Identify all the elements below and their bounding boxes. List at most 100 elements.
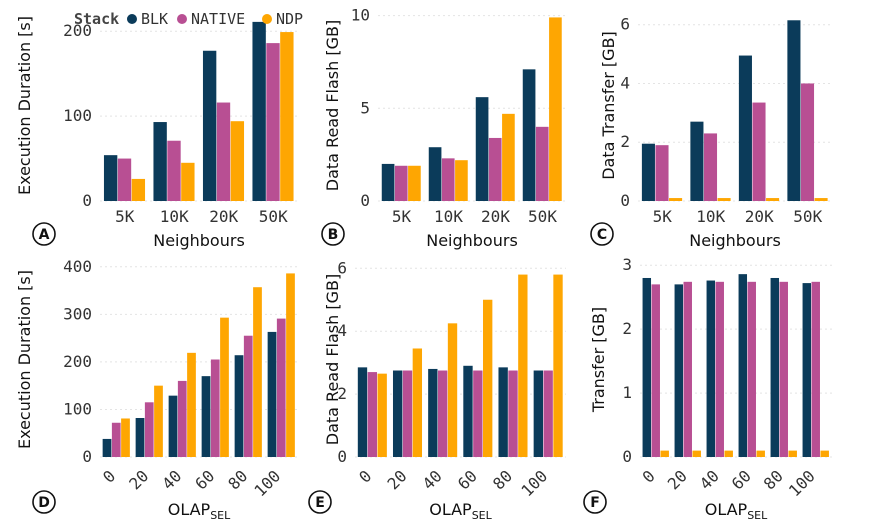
bar-ndp-100 [820,450,829,457]
panel-letter: D [38,495,50,511]
x-tick-label: 20K [745,207,774,226]
bar-blk-0 [357,367,368,457]
x-tick-label: 50K [259,207,288,226]
x-axis-label-subscript: SEL [472,509,493,522]
legend-label-native: NATIVE [191,10,245,28]
bar-blk-100 [533,370,543,457]
bar-ndp-40 [447,323,458,457]
bar-native-10k [167,140,181,201]
bar-blk-100 [267,331,277,457]
bar-native-5k [655,145,669,201]
bar-ndp-20 [412,348,423,457]
bar-native-10k [703,133,718,201]
bar-blk-80 [770,277,780,457]
bar-native-60 [210,359,220,457]
bar-native-100 [811,281,820,457]
bar-ndp-40 [187,352,196,457]
bar-blk-10k [690,121,704,201]
bar-blk-50k [787,20,801,202]
bar-blk-50k [522,69,536,201]
x-tick-label: 0 [355,466,375,486]
bar-native-20 [144,402,154,457]
bar-ndp-5k [131,178,146,201]
bar-ndp-20 [154,385,163,457]
bar-blk-20 [392,370,403,457]
y-tick-label: 1 [622,383,632,402]
y-tick-label: 4 [337,321,347,340]
panel-letter-circle [308,490,332,514]
x-tick-label: 100 [785,466,819,500]
bar-ndp-80 [253,287,262,457]
bar-ndp-80 [788,450,797,457]
bar-blk-40 [706,280,716,457]
bar-blk-0 [642,277,652,457]
y-tick-label: 10 [351,6,370,25]
bar-ndp-0 [377,373,387,457]
x-tick-label: 50K [793,207,822,226]
y-tick-label: 200 [63,21,92,40]
y-tick-label: 400 [63,257,92,276]
x-axis-label-subscript: SEL [747,509,768,522]
panel-letter-circle [321,222,345,246]
legend: Stack BLK NATIVE NDP [74,10,303,28]
y-axis-label: Execution Duration [s] [15,16,34,195]
bar-native-80 [779,281,788,457]
y-tick-label: 6 [337,258,347,277]
y-tick-label: 0 [82,191,92,210]
bar-ndp-50k [549,17,562,202]
bar-native-0 [367,372,378,457]
bar-native-50k [266,43,280,201]
x-tick-label: 5K [653,207,673,226]
x-axis-label: Neighbours [153,231,245,250]
legend-label-blk: BLK [141,10,168,28]
x-tick-label: 20K [209,207,238,226]
bar-blk-60 [738,274,748,457]
bar-native-20 [402,370,413,457]
x-tick-label: 60 [191,466,218,493]
bar-native-40 [437,370,448,457]
bar-blk-20 [674,284,684,457]
y-axis-label: Transfer [GB] [589,307,608,413]
x-tick-label: 80 [760,466,787,493]
bar-blk-60 [463,365,473,457]
x-tick-label: 20 [384,466,411,493]
panel-letter-circle [32,490,56,514]
bar-native-80 [508,370,518,457]
y-tick-label: 2 [622,319,632,338]
x-axis-label: OLAPSEL [429,500,492,522]
y-tick-label: 100 [63,399,92,418]
legend-title: Stack [74,10,119,28]
y-tick-label: 100 [63,106,92,125]
bar-blk-80 [498,367,508,457]
bar-blk-20k [475,97,489,201]
panel-letter-circle [32,222,56,246]
x-axis-label: Neighbours [426,231,518,250]
x-tick-label: 20 [125,466,152,493]
y-tick-label: 0 [337,447,347,466]
y-tick-label: 2 [337,384,347,403]
x-tick-label: 10K [434,207,463,226]
bar-ndp-5k [408,165,421,201]
y-axis-label: Execution Duration [s] [15,270,34,449]
bar-ndp-0 [121,418,130,457]
panel-letter: E [315,495,325,511]
y-tick-label: 2 [620,132,630,151]
x-tick-label: 60 [728,466,755,493]
legend-marker-native [177,14,187,24]
bar-ndp-20k [766,198,780,201]
x-tick-label: 20K [481,207,510,226]
bar-blk-5k [641,143,655,201]
bar-ndp-100 [286,273,295,457]
bar-native-0 [111,422,121,457]
bar-blk-60 [201,376,211,457]
bar-native-50k [535,126,549,201]
y-tick-label: 300 [63,304,92,323]
y-axis-label: Data Read Flash [GB] [323,20,342,191]
x-axis-label: Neighbours [689,231,781,250]
x-axis-label: OLAPSEL [705,500,768,522]
panel-letter: B [328,227,339,243]
x-tick-label: 0 [99,466,119,486]
